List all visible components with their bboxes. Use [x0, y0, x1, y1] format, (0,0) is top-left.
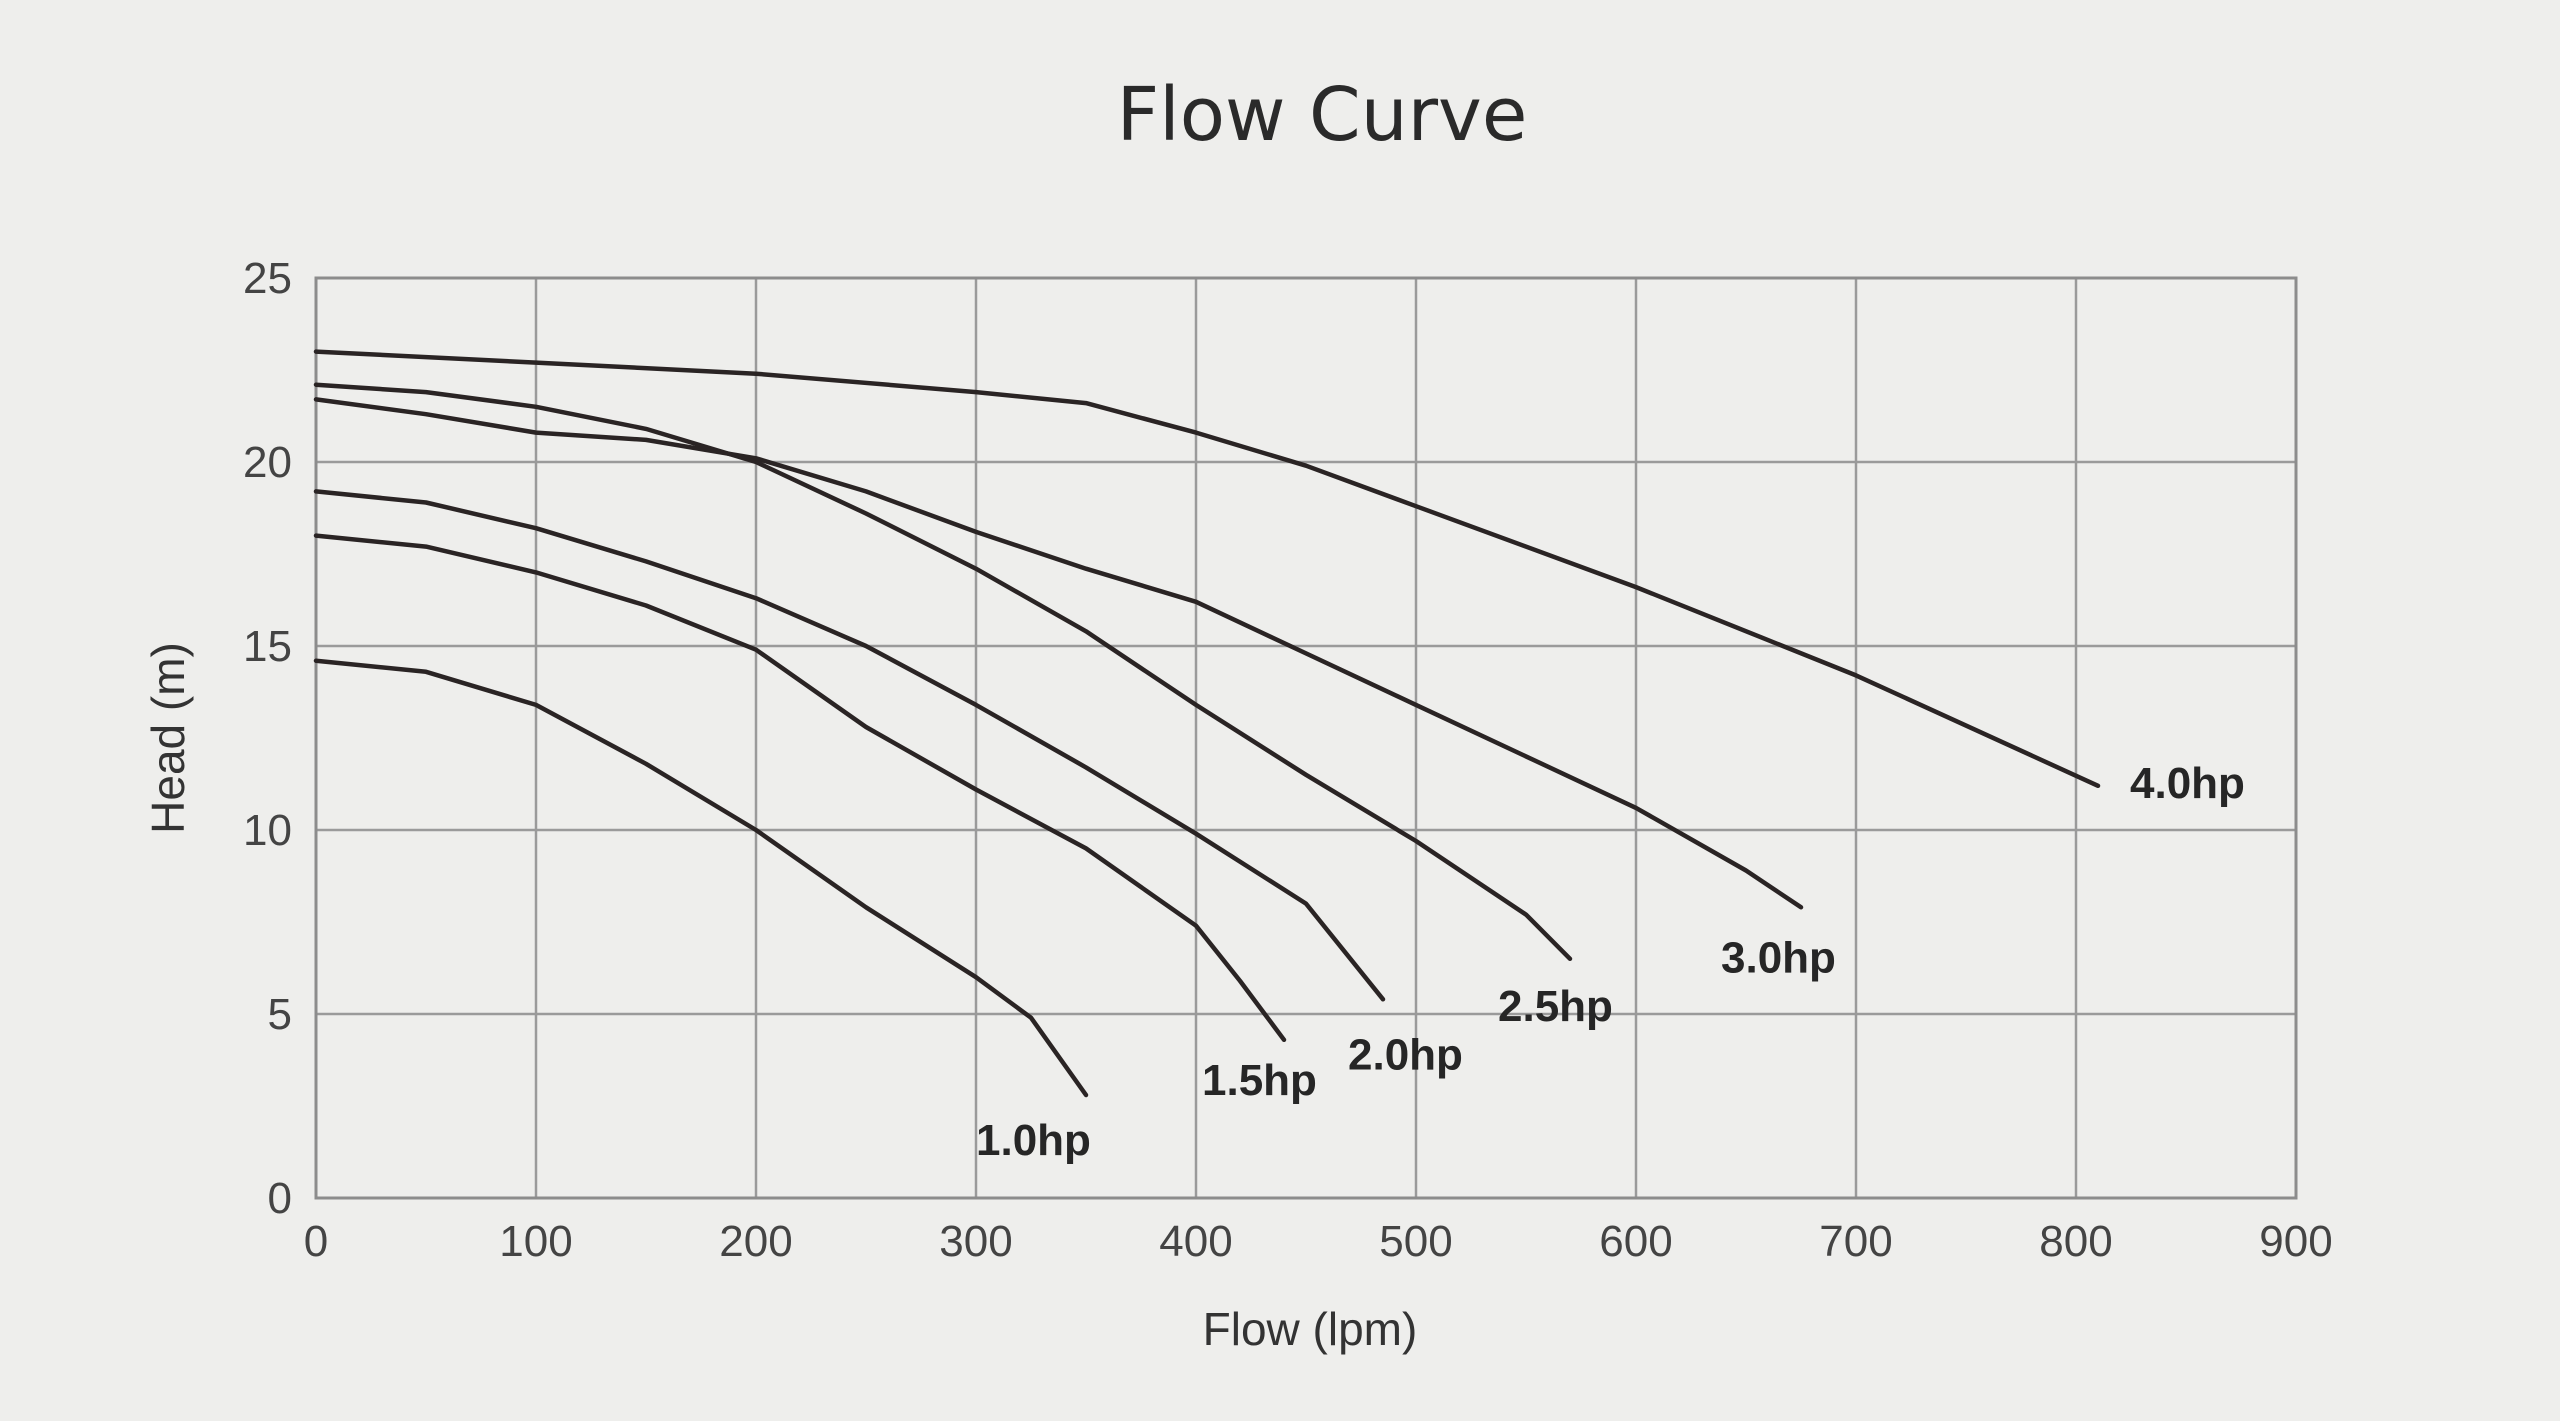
- series-line-1.5hp: [313, 533, 1287, 1043]
- x-axis-label: Flow (lpm): [1203, 1303, 1418, 1355]
- x-tick-label: 300: [939, 1217, 1012, 1266]
- y-tick-label: 10: [243, 806, 292, 855]
- series-line-2.5hp: [313, 382, 1573, 962]
- series-label-3.0hp: 3.0hp: [1721, 933, 1836, 982]
- x-tick-label: 200: [719, 1217, 792, 1266]
- y-tick-labels: 0 5 10 15 20 25: [243, 254, 292, 1223]
- x-tick-label: 400: [1159, 1217, 1232, 1266]
- series-line-4.0hp: [313, 349, 2101, 789]
- y-tick-label: 25: [243, 254, 292, 303]
- x-tick-label: 500: [1379, 1217, 1452, 1266]
- y-axis-label: Head (m): [142, 642, 194, 834]
- x-tick-labels: 0 100 200 300 400 500 600 700 800 900: [304, 1217, 2333, 1266]
- series-labels: 1.0hp 1.5hp 2.0hp 2.5hp 3.0hp 4.0hp: [976, 759, 2245, 1165]
- series-label-4.0hp: 4.0hp: [2130, 759, 2245, 808]
- x-tick-label: 700: [1819, 1217, 1892, 1266]
- series-label-2.0hp: 2.0hp: [1348, 1030, 1463, 1079]
- series-label-2.5hp: 2.5hp: [1498, 982, 1613, 1031]
- series-line-1.0hp: [313, 658, 1089, 1098]
- y-tick-label: 5: [268, 990, 292, 1039]
- plot-frame: [314, 276, 2298, 1200]
- y-tick-label: 0: [268, 1174, 292, 1223]
- y-tick-label: 15: [243, 622, 292, 671]
- curves: [313, 349, 2101, 1098]
- x-tick-label: 0: [304, 1217, 328, 1266]
- x-tick-label: 900: [2259, 1217, 2332, 1266]
- x-tick-label: 600: [1599, 1217, 1672, 1266]
- grid: [316, 278, 2296, 1198]
- series-label-1.5hp: 1.5hp: [1202, 1056, 1317, 1105]
- x-tick-label: 100: [499, 1217, 572, 1266]
- series-line-3.0hp: [313, 397, 1804, 910]
- y-tick-label: 20: [243, 438, 292, 487]
- series-label-1.0hp: 1.0hp: [976, 1116, 1091, 1165]
- series-line-2.0hp: [313, 489, 1386, 1002]
- chart-title: Flow Curve: [1117, 72, 1528, 158]
- x-tick-label: 800: [2039, 1217, 2112, 1266]
